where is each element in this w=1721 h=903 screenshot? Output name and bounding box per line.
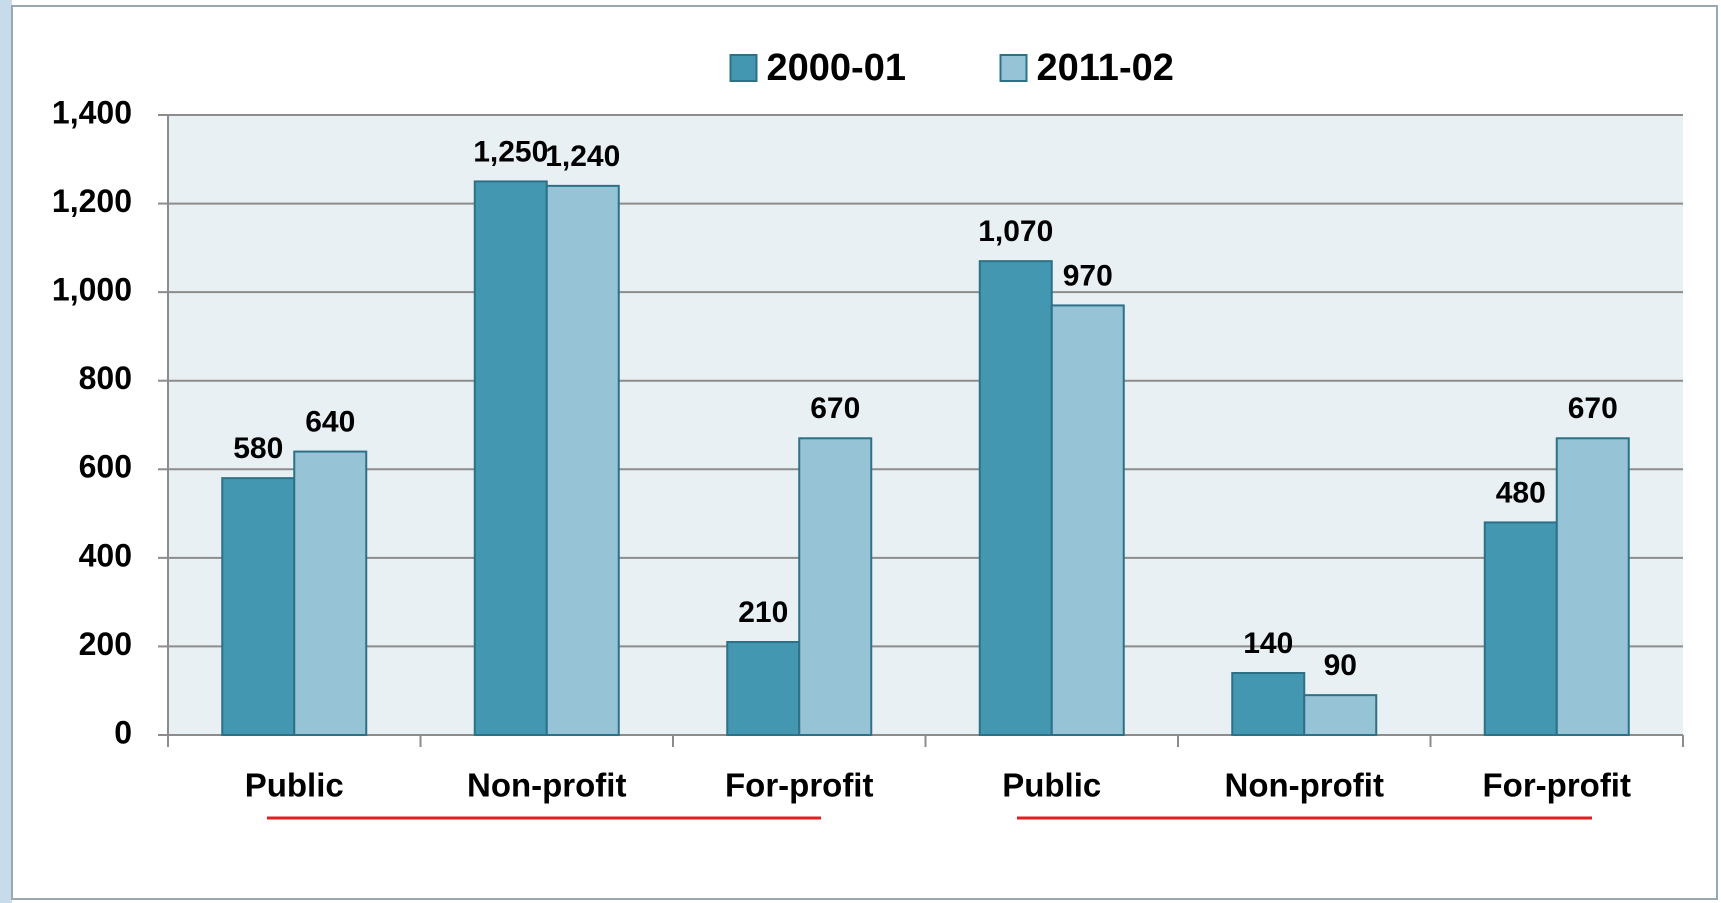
value-label: 210 <box>738 596 788 629</box>
bar <box>293 450 368 736</box>
value-label: 1,240 <box>545 140 620 173</box>
bar <box>1231 672 1306 736</box>
legend-swatch <box>729 54 758 82</box>
y-tick-label: 200 <box>79 626 132 662</box>
value-label: 670 <box>810 392 860 425</box>
bar <box>978 260 1053 736</box>
bar <box>1555 437 1630 736</box>
x-tick-label: Public <box>245 767 344 804</box>
value-label: 1,070 <box>978 215 1053 248</box>
bar <box>1483 521 1558 737</box>
bar <box>726 641 801 736</box>
value-label: 140 <box>1243 627 1293 660</box>
y-tick-label: 0 <box>114 714 132 750</box>
y-tick-label: 1,400 <box>52 94 132 130</box>
y-tick-label: 600 <box>79 449 132 485</box>
value-label: 640 <box>305 405 355 438</box>
bar <box>221 477 296 736</box>
x-tick-label: Public <box>1002 767 1101 804</box>
bar <box>545 184 620 737</box>
y-tick-label: 800 <box>79 360 132 396</box>
bar <box>1303 694 1378 737</box>
legend-label: 2000-01 <box>767 47 906 89</box>
plot-area <box>168 115 1683 735</box>
value-label: 1,250 <box>473 135 548 168</box>
x-tick-label: Non-profit <box>1225 767 1384 804</box>
bar <box>798 437 873 736</box>
x-tick-label: Non-profit <box>467 767 626 804</box>
x-tick-label: For-profit <box>725 767 873 804</box>
value-label: 480 <box>1496 476 1546 509</box>
legend-swatch <box>999 54 1028 82</box>
value-label: 90 <box>1324 649 1357 682</box>
x-tick-label: For-profit <box>1483 767 1631 804</box>
left-strip <box>0 0 12 903</box>
y-tick-label: 1,200 <box>52 183 132 219</box>
bar <box>1050 304 1125 736</box>
legend-label: 2011-02 <box>1037 47 1174 89</box>
frame <box>11 5 1718 900</box>
bar <box>473 180 548 736</box>
value-label: 670 <box>1568 392 1618 425</box>
value-label: 970 <box>1063 259 1113 292</box>
value-label: 580 <box>233 432 283 465</box>
y-tick-label: 1,000 <box>52 272 132 308</box>
y-tick-label: 400 <box>79 537 132 573</box>
